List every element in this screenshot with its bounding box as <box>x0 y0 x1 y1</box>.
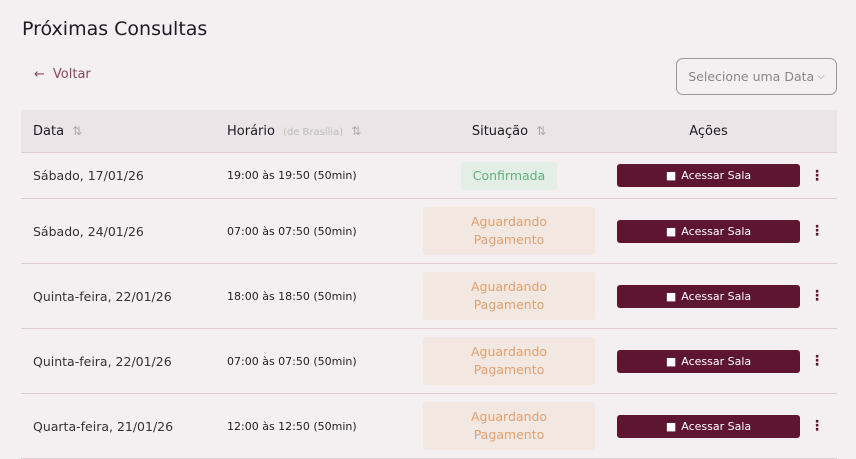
status-badge: Aguardando Pagamento <box>423 272 595 320</box>
chevron-down-icon: ⌵ <box>817 71 825 82</box>
sort-icon[interactable]: ⇅ <box>351 123 362 138</box>
access-room-button[interactable]: ■ Acessar Sala <box>617 164 800 187</box>
access-room-button[interactable]: ■ Acessar Sala <box>617 219 800 243</box>
video-camera-icon: ■ <box>665 419 677 433</box>
table-row: Quarta-feira, 21/01/26 12:00 às 12:50 (5… <box>21 394 837 459</box>
row-date: Sábado, 17/01/26 <box>33 168 144 183</box>
row-date: Sábado, 24/01/26 <box>33 223 144 239</box>
more-options-icon[interactable]: ⋮ <box>810 223 824 239</box>
status-badge: Confirmada <box>460 161 558 190</box>
header-status[interactable]: Situação ⇅ <box>423 124 595 139</box>
more-options-icon[interactable]: ⋮ <box>810 418 824 434</box>
access-room-label: Acessar Sala <box>681 354 752 368</box>
access-room-label: Acessar Sala <box>681 224 752 238</box>
video-camera-icon: ■ <box>665 224 677 238</box>
status-badge: Aguardando Pagamento <box>423 402 595 450</box>
table-row: Quinta-feira, 22/01/26 07:00 às 07:50 (5… <box>21 329 837 394</box>
table-row: Sábado, 24/01/26 07:00 às 07:50 (50min) … <box>21 199 837 264</box>
header-date-label: Data <box>33 123 65 139</box>
table-header: Data ⇅ Horário (de Brasília) ⇅ Situação ⇅ Aç… <box>21 110 837 153</box>
sort-icon[interactable]: ⇅ <box>536 123 547 138</box>
timezone-note: (de Brasília) <box>282 126 344 138</box>
date-select-placeholder: Selecione uma Data <box>688 69 815 84</box>
back-link[interactable]: ← Voltar <box>34 67 91 82</box>
more-options-icon[interactable]: ⋮ <box>810 167 824 184</box>
access-room-button[interactable]: ■ Acessar Sala <box>617 284 800 308</box>
status-badge: Aguardando Pagamento <box>423 337 595 385</box>
header-time[interactable]: Horário (de Brasília) ⇅ <box>227 124 361 139</box>
header-date[interactable]: Data ⇅ <box>33 124 82 139</box>
header-status-label: Situação <box>471 123 529 139</box>
appointments-table: Data ⇅ Horário (de Brasília) ⇅ Situação ⇅ Aç… <box>21 110 837 459</box>
access-room-button[interactable]: ■ Acessar Sala <box>617 414 800 438</box>
row-time: 18:00 às 18:50 (50min) <box>227 289 357 303</box>
row-date: Quarta-feira, 21/01/26 <box>33 418 174 434</box>
table-row: Quinta-feira, 22/01/26 18:00 às 18:50 (5… <box>21 264 837 329</box>
row-date: Quinta-feira, 22/01/26 <box>33 288 172 304</box>
sort-icon[interactable]: ⇅ <box>72 123 83 138</box>
header-time-label: Horário <box>227 123 275 139</box>
header-actions: Ações <box>689 123 728 139</box>
video-camera-icon: ■ <box>665 354 677 368</box>
table-row: Sábado, 17/01/26 19:00 às 19:50 (50min) … <box>21 153 837 199</box>
access-room-label: Acessar Sala <box>681 289 752 303</box>
more-options-icon[interactable]: ⋮ <box>810 353 824 369</box>
back-label: Voltar <box>52 67 91 82</box>
row-time: 07:00 às 07:50 (50min) <box>227 224 357 238</box>
access-room-label: Acessar Sala <box>681 419 752 433</box>
more-options-icon[interactable]: ⋮ <box>810 288 824 304</box>
row-date: Quinta-feira, 22/01/26 <box>33 353 172 369</box>
page-title: Próximas Consultas <box>22 18 208 40</box>
status-badge: Aguardando Pagamento <box>423 207 595 255</box>
access-room-label: Acessar Sala <box>681 169 752 182</box>
date-select[interactable]: Selecione uma Data ⌵ <box>676 58 837 95</box>
row-time: 12:00 às 12:50 (50min) <box>227 419 357 433</box>
video-camera-icon: ■ <box>665 289 677 303</box>
arrow-left-icon: ← <box>34 67 45 82</box>
row-time: 19:00 às 19:50 (50min) <box>227 169 357 182</box>
row-time: 07:00 às 07:50 (50min) <box>227 354 357 368</box>
video-camera-icon: ■ <box>665 169 677 182</box>
access-room-button[interactable]: ■ Acessar Sala <box>617 349 800 373</box>
